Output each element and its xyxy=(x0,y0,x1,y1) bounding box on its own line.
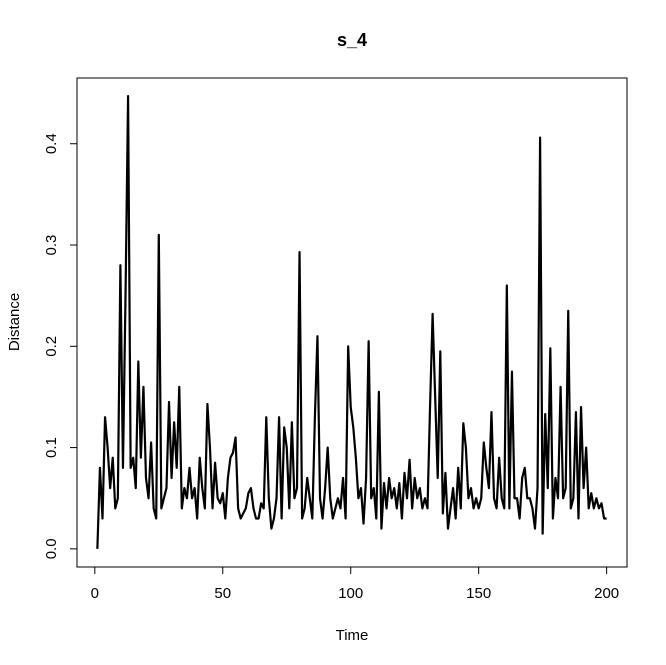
data-line xyxy=(96,95,607,549)
x-tick-label: 50 xyxy=(214,585,231,602)
chart-title: s_4 xyxy=(337,30,367,50)
x-axis-label: Time xyxy=(336,627,369,644)
x-tick-label: 100 xyxy=(338,585,363,602)
y-tick-label: 0.4 xyxy=(43,133,60,154)
y-tick-label: 0.2 xyxy=(43,336,60,357)
y-tick-label: 0.3 xyxy=(43,235,60,256)
x-tick-label: 150 xyxy=(466,585,491,602)
y-axis-label: Distance xyxy=(6,293,23,351)
y-tick-label: 0.0 xyxy=(43,538,60,559)
x-tick-label: 200 xyxy=(594,585,619,602)
x-tick-label: 0 xyxy=(91,585,99,602)
y-tick-label: 0.1 xyxy=(43,437,60,458)
